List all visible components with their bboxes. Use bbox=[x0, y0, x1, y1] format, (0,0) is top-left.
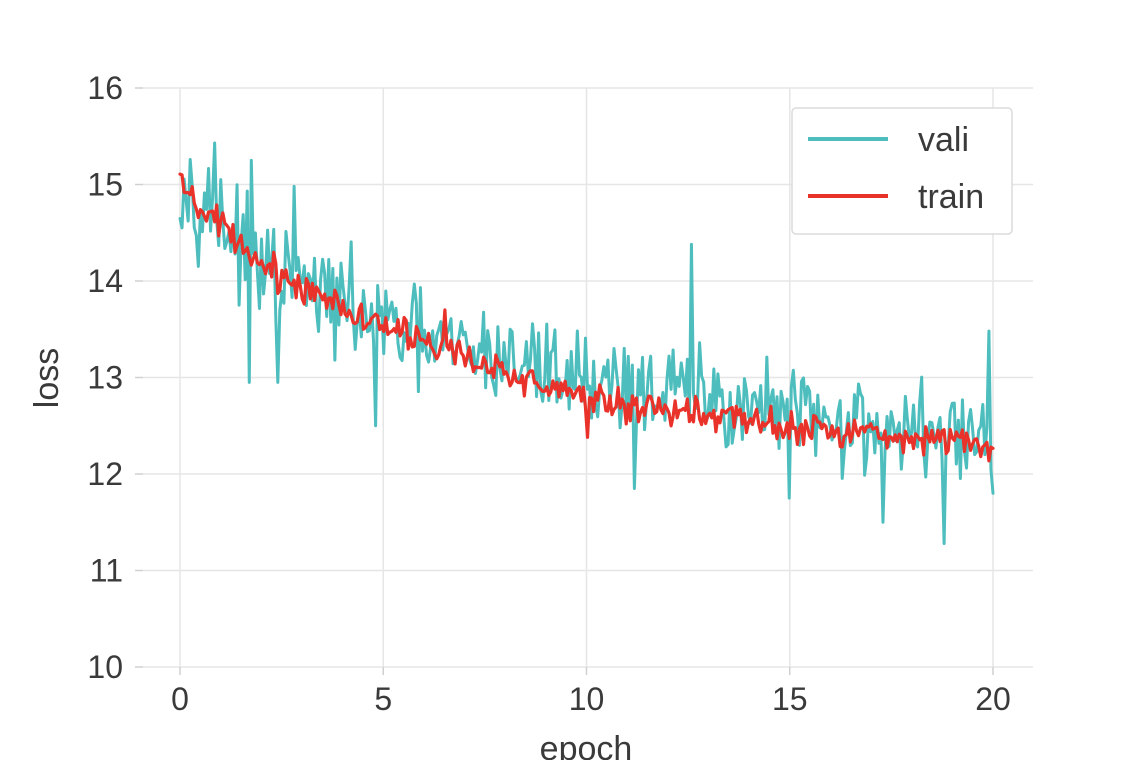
x-axis-label: epoch bbox=[540, 730, 633, 760]
legend: vali train bbox=[791, 107, 1013, 235]
y-axis-label: loss bbox=[28, 348, 66, 408]
series-line-vali bbox=[178, 141, 995, 545]
y-tick-label: 16 bbox=[87, 70, 123, 106]
x-tick-label: 0 bbox=[171, 681, 189, 717]
y-tick-label: 12 bbox=[87, 456, 123, 492]
y-tick-label: 10 bbox=[87, 649, 123, 685]
series-layer bbox=[178, 141, 995, 545]
legend-vali-label: vali bbox=[918, 121, 969, 159]
y-tick-label: 15 bbox=[87, 167, 123, 203]
y-axis-ticks: 10 11 12 13 14 15 16 bbox=[87, 70, 143, 685]
y-tick-label: 14 bbox=[87, 263, 123, 299]
x-tick-label: 10 bbox=[569, 681, 605, 717]
x-tick-label: 15 bbox=[772, 681, 808, 717]
x-tick-label: 20 bbox=[975, 681, 1011, 717]
legend-train-label: train bbox=[918, 178, 984, 216]
y-tick-label: 13 bbox=[87, 360, 123, 396]
y-tick-label: 11 bbox=[90, 553, 123, 589]
series-line-train bbox=[178, 172, 995, 463]
x-axis-ticks: 0 5 10 15 20 bbox=[171, 667, 1011, 717]
x-tick-label: 5 bbox=[374, 681, 392, 717]
